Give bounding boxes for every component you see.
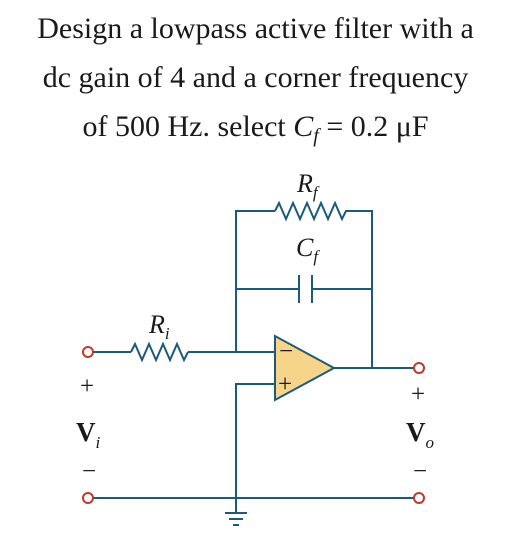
- output-terminal-bottom: [413, 492, 425, 504]
- noninverting-to-ground-wire: [235, 383, 275, 513]
- input-terminal-bottom: [82, 492, 94, 504]
- input-voltage-label: Vi: [76, 417, 101, 452]
- input-resistor: [130, 341, 189, 363]
- problem-statement: Design a lowpass active filter with a dc…: [0, 4, 511, 151]
- output-plus-sign: +: [411, 381, 425, 408]
- cf-subscript: f: [313, 125, 319, 147]
- problem-line-3: of 500 Hz. select Cf = 0.2 μF: [0, 102, 511, 151]
- feedback-resistor-wire: [235, 210, 373, 368]
- opamp-inverting-sign: −: [279, 338, 293, 365]
- problem-line-1: Design a lowpass active filter with a: [37, 12, 474, 45]
- opamp-noninverting-sign: +: [278, 371, 292, 398]
- ground-symbol: [225, 512, 247, 526]
- feedback-network: [235, 200, 373, 368]
- output-minus-sign: −: [413, 458, 427, 485]
- input-network: [93, 341, 275, 363]
- opamp-body: [274, 334, 337, 402]
- cf-variable: C: [293, 110, 314, 143]
- opamp: − +: [274, 334, 337, 402]
- problem-line-3-prefix: of 500 Hz. select: [82, 110, 294, 143]
- problem-line-3-suffix: = 0.2 μF: [318, 110, 429, 143]
- input-resistor-label: Ri: [148, 310, 170, 343]
- feedback-resistor: [274, 200, 368, 222]
- input-minus-sign: −: [82, 458, 96, 485]
- input-plus-sign: +: [80, 373, 94, 400]
- feedback-resistor-label: Rf: [296, 169, 320, 202]
- problem-line-2: dc gain of 4 and a corner frequency: [42, 61, 469, 94]
- output-voltage-label: Vo: [406, 417, 434, 452]
- input-terminal-top: [82, 346, 94, 358]
- output-terminal-top: [413, 362, 425, 374]
- feedback-capacitor-label: Cf: [296, 233, 320, 266]
